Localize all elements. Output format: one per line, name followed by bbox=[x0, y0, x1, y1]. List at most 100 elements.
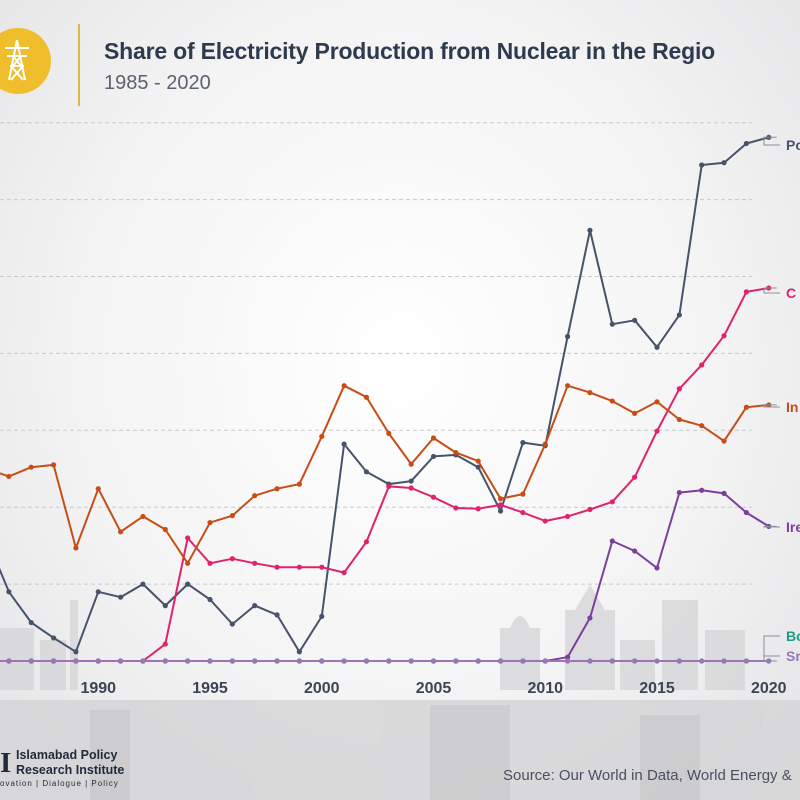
data-point bbox=[587, 615, 593, 621]
series-label-sr: Sr bbox=[786, 648, 800, 664]
x-tick-label: 1995 bbox=[192, 680, 228, 697]
series-labels: Po C In Ire Bo Sr bbox=[763, 136, 800, 664]
data-point bbox=[386, 430, 392, 436]
data-point bbox=[699, 162, 705, 168]
data-point bbox=[185, 581, 191, 587]
ipri-tagline: ovation | Dialogue | Policy bbox=[0, 779, 119, 788]
data-point bbox=[609, 538, 615, 544]
data-point bbox=[229, 658, 235, 664]
data-point bbox=[475, 506, 481, 512]
ipri-logo: I Islamabad Policy Research Institute ov… bbox=[0, 744, 140, 794]
data-point bbox=[676, 489, 682, 496]
data-point bbox=[609, 658, 615, 664]
data-point bbox=[118, 529, 124, 535]
x-tick-label: 2015 bbox=[639, 680, 675, 697]
data-point bbox=[520, 658, 526, 664]
data-point bbox=[95, 658, 101, 664]
data-point bbox=[408, 461, 414, 467]
data-point bbox=[319, 658, 325, 664]
data-point bbox=[587, 390, 593, 396]
data-point bbox=[296, 481, 302, 487]
x-tick-label: 2005 bbox=[416, 680, 452, 697]
chart-title: Share of Electricity Production from Nuc… bbox=[104, 38, 715, 64]
data-point bbox=[274, 564, 280, 570]
data-point bbox=[162, 658, 168, 664]
data-point bbox=[743, 289, 750, 295]
series-layer bbox=[0, 134, 772, 664]
series-label-c: C bbox=[786, 285, 796, 301]
data-point bbox=[497, 502, 504, 508]
data-point bbox=[453, 658, 459, 664]
data-point bbox=[497, 658, 504, 664]
data-point bbox=[386, 483, 392, 490]
data-point bbox=[274, 486, 280, 492]
data-point bbox=[475, 658, 481, 664]
data-point bbox=[565, 513, 571, 520]
data-point bbox=[587, 506, 593, 513]
data-point bbox=[162, 526, 168, 533]
data-point bbox=[699, 423, 705, 429]
title-divider bbox=[78, 24, 80, 106]
data-point bbox=[408, 658, 414, 664]
data-point bbox=[721, 160, 727, 166]
grid-lines bbox=[0, 122, 752, 585]
data-point bbox=[430, 435, 437, 441]
source-note: Source: Our World in Data, World Energy … bbox=[503, 767, 792, 784]
x-tick-label: 2000 bbox=[304, 680, 340, 697]
data-point bbox=[587, 227, 593, 233]
data-point bbox=[296, 564, 302, 570]
data-point bbox=[95, 589, 101, 595]
data-point bbox=[73, 545, 79, 551]
data-point bbox=[274, 658, 280, 664]
x-tick-label: 2020 bbox=[751, 680, 787, 697]
series-label-ire: Ire bbox=[786, 519, 800, 535]
data-point bbox=[162, 603, 168, 609]
data-point bbox=[699, 487, 705, 493]
ipri-mark: I bbox=[0, 747, 12, 779]
data-point bbox=[520, 440, 526, 446]
series-label-connector bbox=[763, 287, 780, 294]
data-point bbox=[207, 658, 213, 664]
data-point bbox=[73, 658, 79, 664]
data-point bbox=[28, 619, 34, 626]
data-point bbox=[721, 333, 727, 339]
series-label-connector bbox=[763, 655, 780, 662]
series-label-connector bbox=[763, 136, 780, 146]
data-point bbox=[497, 496, 504, 502]
data-point bbox=[430, 658, 437, 664]
data-point bbox=[274, 612, 280, 618]
data-point bbox=[319, 433, 325, 440]
data-point bbox=[28, 464, 34, 470]
data-point bbox=[676, 658, 682, 664]
data-point bbox=[654, 428, 660, 434]
data-point bbox=[408, 478, 414, 484]
data-point bbox=[565, 658, 571, 664]
data-point bbox=[632, 474, 638, 480]
data-point bbox=[207, 519, 213, 526]
data-point bbox=[609, 499, 615, 505]
data-point bbox=[632, 317, 638, 323]
data-point bbox=[654, 399, 660, 405]
data-point bbox=[699, 658, 705, 664]
data-point bbox=[609, 398, 615, 404]
ipri-name-line2: Research Institute bbox=[16, 763, 125, 777]
data-point bbox=[229, 513, 235, 519]
data-point bbox=[319, 564, 325, 570]
x-axis: 1990 1995 2000 2005 2010 2015 2020 bbox=[80, 680, 786, 697]
data-point bbox=[207, 596, 213, 603]
data-point bbox=[475, 464, 481, 470]
data-point bbox=[676, 386, 682, 392]
data-point bbox=[185, 658, 191, 664]
data-point bbox=[497, 508, 504, 514]
data-point bbox=[743, 404, 750, 410]
data-point bbox=[6, 589, 12, 595]
data-point bbox=[721, 490, 727, 496]
data-point bbox=[118, 658, 124, 664]
data-point bbox=[140, 581, 146, 587]
data-point bbox=[252, 560, 258, 566]
series-line-po bbox=[0, 136, 770, 653]
data-point bbox=[73, 649, 79, 655]
data-point bbox=[542, 518, 548, 524]
data-point bbox=[229, 556, 235, 562]
data-point bbox=[520, 491, 526, 497]
